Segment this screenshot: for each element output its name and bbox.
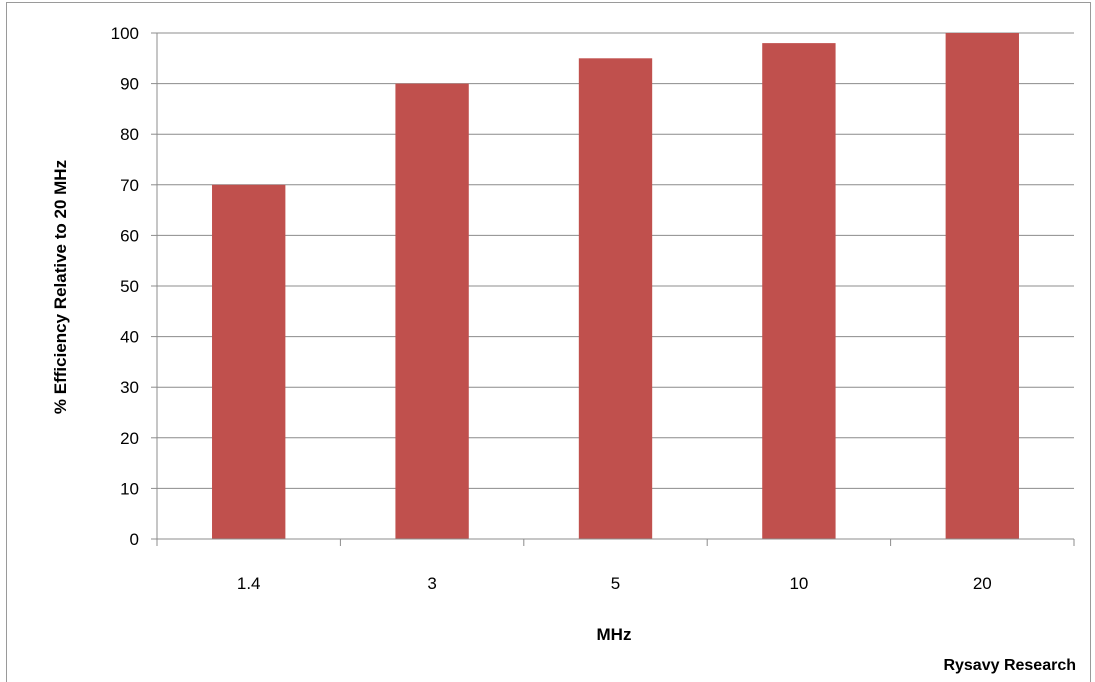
bar	[212, 184, 286, 540]
x-tick-label: 10	[789, 574, 808, 593]
credit-label: Rysavy Research	[943, 657, 1076, 674]
bar	[578, 58, 653, 540]
x-tick-label: 1.4	[237, 574, 261, 593]
x-tick-labels: 1.4 3 5 10 20	[237, 574, 992, 593]
bar	[395, 83, 469, 539]
y-tick-labels: 0 10 20 30 40 50 60 70 80 90 100	[111, 24, 139, 549]
axes	[156, 33, 1074, 540]
y-tick-label: 60	[120, 226, 139, 245]
chart-frame	[6, 2, 1091, 682]
y-tick-label: 80	[120, 125, 139, 144]
y-axis-title: % Efficiency Relative to 20 MHz	[51, 160, 70, 414]
y-tick-label: 10	[120, 479, 139, 498]
bar	[945, 33, 1019, 539]
y-tick-label: 100	[111, 24, 139, 43]
x-tick-label: 5	[611, 574, 620, 593]
y-tick-label: 40	[120, 328, 139, 347]
x-tick-label: 20	[973, 574, 992, 593]
y-tick-label: 0	[130, 530, 139, 549]
y-tick-label: 70	[120, 176, 139, 195]
y-tick-label: 50	[120, 277, 139, 296]
y-tick-label: 90	[120, 75, 139, 94]
bars	[212, 33, 1019, 540]
x-axis-title: MHz	[597, 625, 632, 644]
y-tick-label: 30	[120, 378, 139, 397]
x-tick-label: 3	[427, 574, 436, 593]
bar	[762, 43, 836, 540]
y-tick-label: 20	[120, 429, 139, 448]
